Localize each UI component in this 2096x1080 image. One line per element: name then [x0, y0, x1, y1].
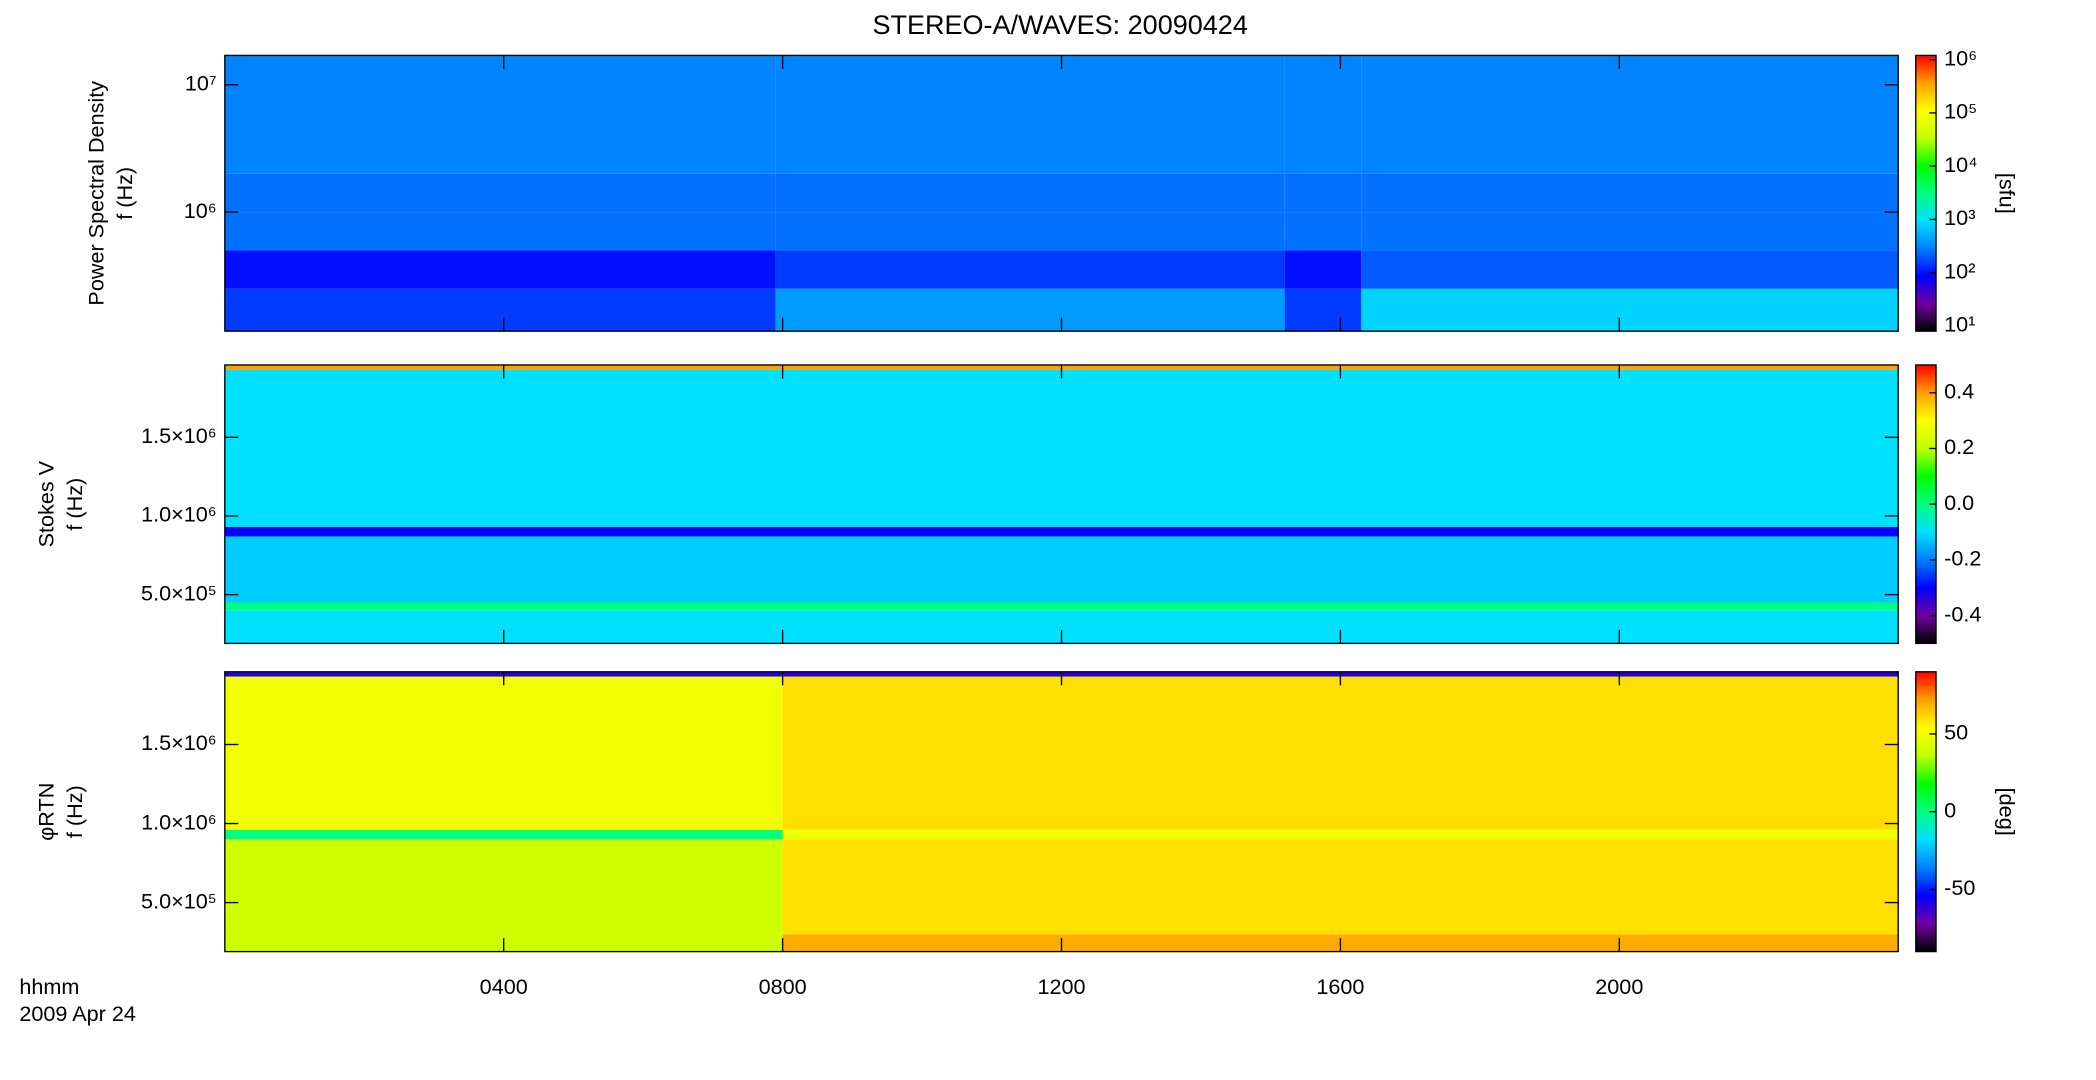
- colorbar-tick-label: -0.2: [1944, 546, 1981, 571]
- y-axis-label: Power Spectral Density: [83, 81, 108, 306]
- heatmap-cell: [775, 55, 1285, 174]
- y-tick-label: 1.5×10⁶: [141, 730, 217, 755]
- y-axis-label: f (Hz): [112, 167, 137, 220]
- colorbar-tick-label: 10¹: [1944, 312, 1975, 337]
- y-tick-label: 10⁶: [184, 198, 217, 223]
- heatmap-cell: [224, 288, 776, 332]
- colorbar-tick-label: 0: [1944, 797, 1956, 822]
- colorbar-tick-label: 10⁴: [1944, 152, 1977, 177]
- y-axis-label: f (Hz): [62, 785, 87, 838]
- heatmap-cell: [224, 250, 776, 289]
- heatmap-cell: [224, 829, 783, 840]
- heatmap-cell: [775, 212, 1285, 251]
- heatmap-cell: [224, 212, 776, 251]
- heatmap-cell: [224, 55, 776, 174]
- x-axis-label: hhmm: [19, 974, 79, 999]
- colorbar-label: [deg]: [1994, 788, 2019, 836]
- heatmap-cell: [224, 173, 776, 213]
- colorbar-tick-label: 10⁶: [1944, 45, 1977, 70]
- heatmap-cell: [1284, 288, 1362, 332]
- heatmap-cell: [775, 250, 1285, 289]
- colorbar-tick-label: 0.0: [1944, 490, 1974, 515]
- colorbar-tick-label: 10³: [1944, 205, 1975, 230]
- x-tick-label: 2000: [1595, 974, 1643, 999]
- heatmap-cell: [224, 676, 783, 830]
- x-tick-label: 1200: [1037, 974, 1085, 999]
- title: STEREO-A/WAVES: 20090424: [872, 10, 1247, 40]
- heatmap-cell: [775, 173, 1285, 213]
- heatmap-cell: [224, 536, 1899, 603]
- y-tick-label: 1.0×10⁶: [141, 809, 217, 834]
- y-tick-label: 5.0×10⁵: [141, 580, 217, 605]
- heatmap-cell: [224, 526, 1899, 537]
- heatmap-cell: [1361, 55, 1899, 174]
- heatmap-cell: [782, 839, 1899, 935]
- heatmap-cell: [224, 839, 783, 935]
- x-tick-label: 1600: [1316, 974, 1364, 999]
- heatmap-cell: [224, 602, 1899, 611]
- heatmap-cell: [1361, 288, 1899, 332]
- colorbar-tick-label: 10²: [1944, 258, 1975, 283]
- colorbar-tick-label: 0.4: [1944, 379, 1974, 404]
- x-tick-label: 0800: [759, 974, 807, 999]
- heatmap-cell: [1284, 173, 1362, 213]
- heatmap-cell: [1284, 55, 1362, 174]
- heatmap-cell: [1361, 212, 1899, 251]
- heatmap-cell: [782, 829, 1899, 840]
- y-tick-label: 1.5×10⁶: [141, 423, 217, 448]
- colorbar-tick-label: 50: [1944, 720, 1968, 745]
- x-tick-label: 0400: [480, 974, 528, 999]
- y-tick-label: 10⁷: [185, 70, 217, 95]
- heatmap-cell: [782, 676, 1899, 830]
- colorbar-tick-label: -50: [1944, 875, 1975, 900]
- date-label: 2009 Apr 24: [19, 1001, 136, 1026]
- heatmap-cell: [1361, 250, 1899, 289]
- y-tick-label: 5.0×10⁵: [141, 888, 217, 913]
- heatmap-cell: [1284, 212, 1362, 251]
- heatmap-cell: [224, 369, 1899, 527]
- heatmap-cell: [1361, 173, 1899, 213]
- y-axis-label: φRTN: [33, 783, 58, 841]
- y-tick-label: 1.0×10⁶: [141, 502, 217, 527]
- colorbar-label: [sfu]: [1994, 173, 2019, 214]
- y-axis-label: Stokes V: [33, 460, 58, 547]
- colorbar-tick-label: 10⁵: [1944, 99, 1977, 124]
- colorbar-tick-label: 0.2: [1944, 434, 1974, 459]
- heatmap-cell: [1284, 250, 1362, 289]
- heatmap-cell: [775, 288, 1285, 332]
- y-axis-label: f (Hz): [62, 478, 87, 531]
- colorbar-tick-label: -0.4: [1944, 601, 1981, 626]
- colorbar: [1915, 54, 1937, 332]
